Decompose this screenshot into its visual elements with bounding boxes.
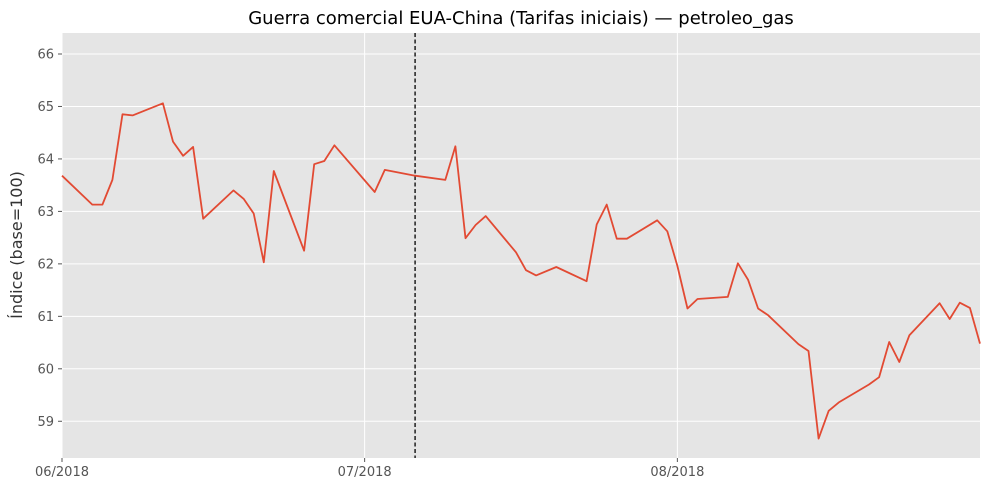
y-axis-label: Índice (base=100) xyxy=(7,171,26,319)
y-tick-label: 65 xyxy=(37,100,54,115)
y-tick-label: 64 xyxy=(37,152,54,167)
y-tick-label: 63 xyxy=(37,205,54,220)
grid xyxy=(61,33,980,458)
x-tick-label: 08/2018 xyxy=(650,465,704,480)
y-tick-label: 61 xyxy=(37,310,54,325)
x-tick-label: 06/2018 xyxy=(35,465,89,480)
x-axis: 06/2018 07/2018 08/2018 xyxy=(35,458,704,480)
y-axis: 59 60 61 62 63 64 65 66 xyxy=(37,47,62,430)
y-tick-label: 66 xyxy=(37,47,54,62)
y-tick-label: 59 xyxy=(37,415,54,430)
plot-area xyxy=(62,33,980,458)
series-line xyxy=(61,102,981,440)
chart-title: Guerra comercial EUA-China (Tarifas inic… xyxy=(248,8,794,29)
y-tick-label: 62 xyxy=(37,257,54,272)
series-group xyxy=(61,102,981,440)
x-tick-label: 07/2018 xyxy=(338,465,392,480)
y-tick-label: 60 xyxy=(37,362,54,377)
